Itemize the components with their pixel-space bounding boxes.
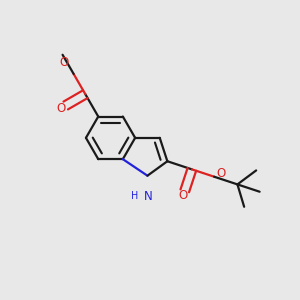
Text: O: O — [60, 56, 69, 69]
Text: O: O — [56, 102, 66, 115]
Text: O: O — [217, 167, 226, 180]
Text: N: N — [144, 190, 153, 203]
Text: H: H — [131, 191, 139, 201]
Text: O: O — [178, 190, 188, 202]
